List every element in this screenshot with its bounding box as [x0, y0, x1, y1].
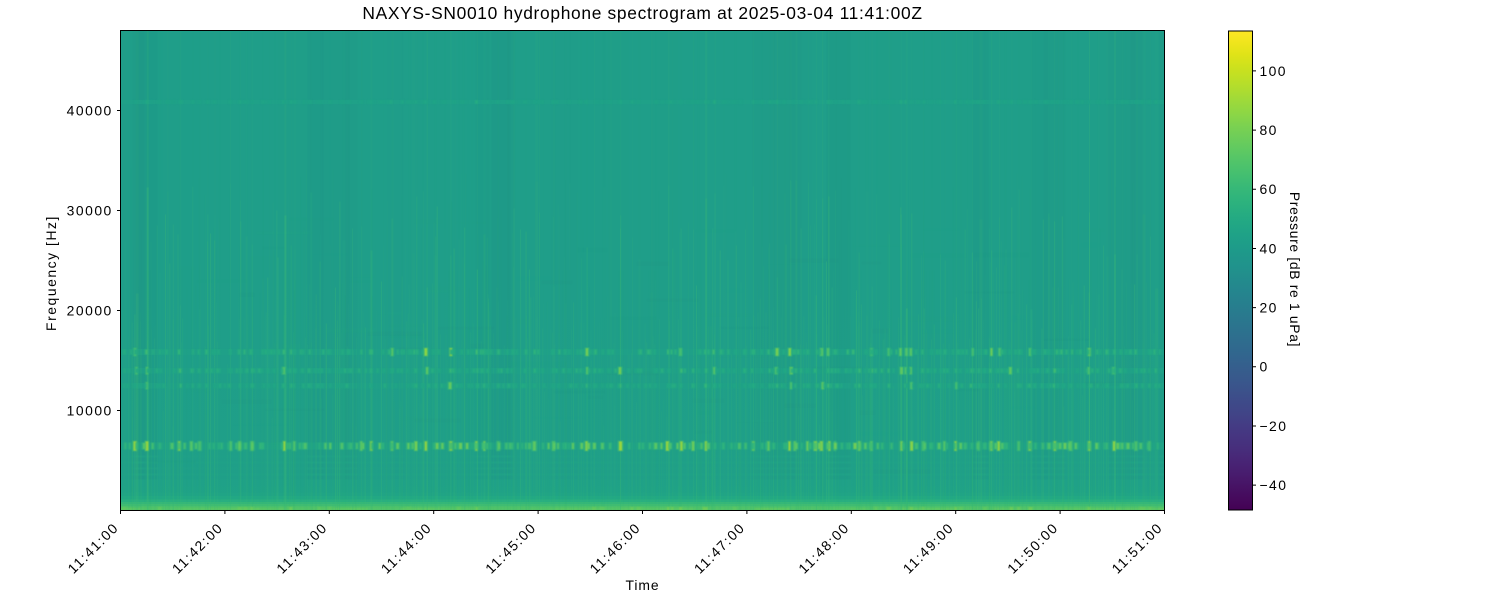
- svg-text:30000: 30000: [67, 202, 113, 218]
- svg-text:40: 40: [1260, 240, 1278, 256]
- svg-text:Frequency [Hz]: Frequency [Hz]: [43, 215, 59, 331]
- svg-text:NAXYS-SN0010 hydrophone spectr: NAXYS-SN0010 hydrophone spectrogram at 2…: [362, 3, 922, 23]
- svg-text:−40: −40: [1260, 477, 1288, 493]
- svg-text:40000: 40000: [67, 102, 113, 118]
- svg-text:Pressure [dB re 1 uPa]: Pressure [dB re 1 uPa]: [1287, 192, 1303, 347]
- svg-text:20000: 20000: [67, 302, 113, 318]
- svg-text:80: 80: [1260, 122, 1278, 138]
- svg-text:60: 60: [1260, 181, 1278, 197]
- svg-text:0: 0: [1260, 359, 1269, 375]
- svg-text:Time: Time: [626, 577, 660, 593]
- svg-text:10000: 10000: [67, 402, 113, 418]
- svg-text:−20: −20: [1260, 418, 1288, 434]
- svg-text:20: 20: [1260, 300, 1278, 316]
- svg-text:100: 100: [1260, 63, 1287, 79]
